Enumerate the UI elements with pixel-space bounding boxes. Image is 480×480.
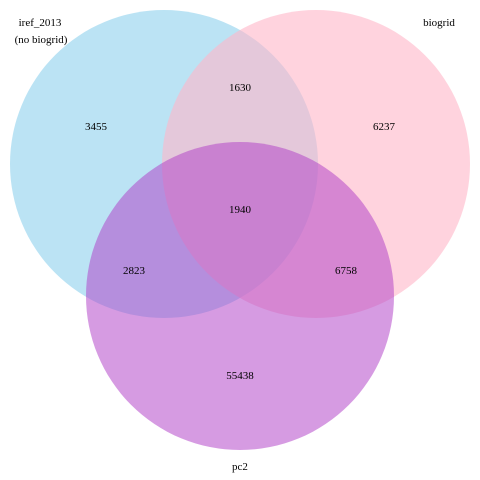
region-count-biogrid-only: 6237 (373, 121, 396, 133)
region-count-biogrid-pc2: 6758 (335, 265, 358, 277)
set-label-iref-line2: (no biogrid) (15, 34, 68, 46)
region-count-all-three: 1940 (229, 204, 252, 216)
region-count-iref-only: 3455 (85, 121, 108, 133)
set-circle-pc2 (86, 142, 394, 450)
set-label-pc2: pc2 (232, 461, 248, 473)
set-label-biogrid: biogrid (423, 17, 455, 29)
region-count-iref-biogrid: 1630 (229, 82, 252, 94)
region-count-pc2-only: 55438 (226, 370, 254, 382)
set-label-iref-line1: iref_2013 (19, 17, 62, 29)
region-count-iref-pc2: 2823 (123, 265, 146, 277)
